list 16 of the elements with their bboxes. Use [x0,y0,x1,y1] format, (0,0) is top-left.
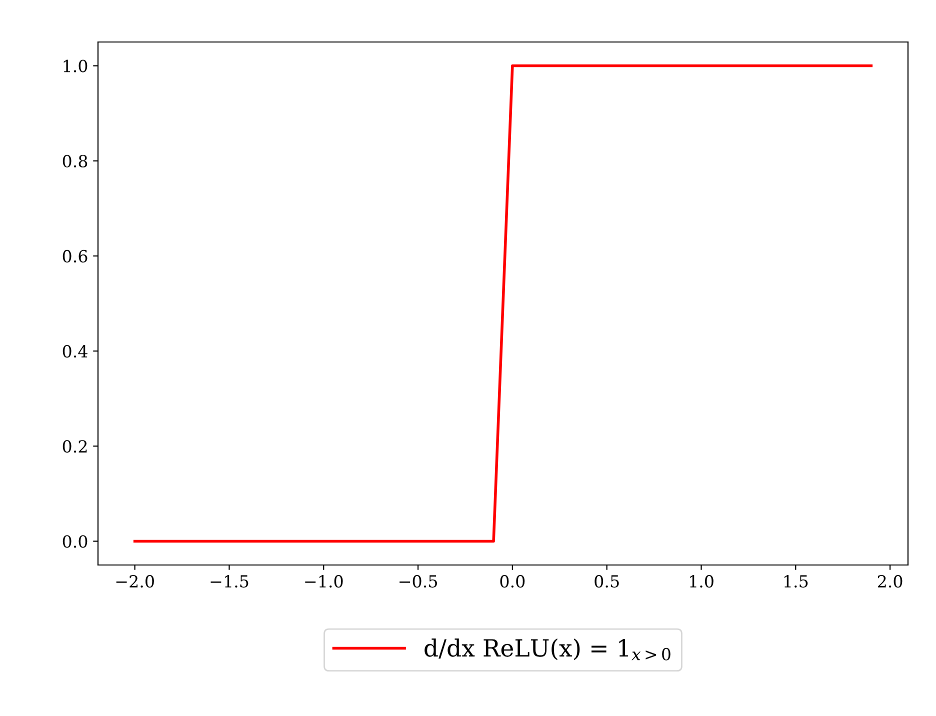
y-tick-label: 0.0 [62,535,88,548]
x-tick-label: −2.0 [116,575,154,588]
x-tick-label: −0.5 [400,575,437,588]
x-tick-label: 1.0 [690,575,714,588]
y-tick-label: 0.4 [62,345,88,358]
x-tick-label: 1.5 [784,575,808,588]
x-tick-label: 0.5 [594,575,619,588]
legend-label: d/dx ReLU(x) = 1$_{x>0}$ [424,638,670,660]
y-tick-label: 0.6 [62,250,88,263]
y-tick-label: 1.0 [64,60,88,72]
x-tick-label: 2.0 [878,575,902,588]
x-tick-label: 0.0 [500,575,525,588]
x-tick-label: −1.0 [305,575,343,588]
y-tick-label: 0.8 [62,154,88,168]
y-tick-label: 0.2 [62,440,87,453]
x-tick-label: −1.5 [210,575,248,588]
